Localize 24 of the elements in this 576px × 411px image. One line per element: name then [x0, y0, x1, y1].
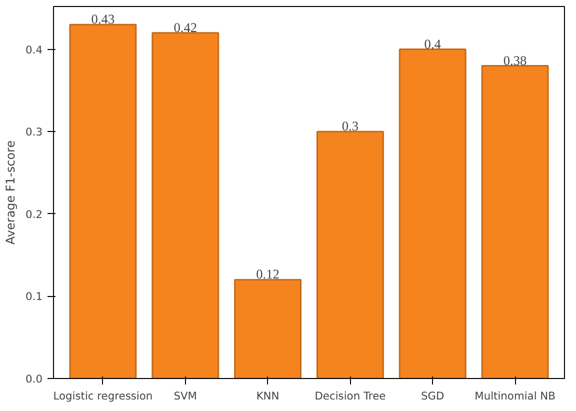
data-label: 0.42 — [174, 20, 198, 35]
x-tick-label: SGD — [421, 390, 444, 402]
x-tick-label: Multinomial NB — [474, 390, 556, 402]
y-tick-label: 0.0 — [26, 372, 43, 386]
data-label: 0.3 — [342, 118, 359, 134]
y-tick-label: 0.2 — [26, 208, 43, 221]
data-label: 0.43 — [91, 12, 115, 27]
data-label: 0.4 — [424, 36, 442, 52]
bar — [316, 130, 384, 378]
y-tick-label: 0.3 — [26, 126, 43, 139]
bar — [398, 48, 466, 378]
y-axis-title: Average F1-score — [4, 140, 18, 245]
x-tick-label: SVM — [174, 390, 197, 402]
bar — [69, 24, 137, 378]
bar — [234, 278, 302, 378]
x-tick-label: Decision Tree — [314, 390, 386, 402]
bar — [152, 32, 220, 378]
x-tick-label: KNN — [256, 390, 280, 402]
data-label: 0.38 — [503, 52, 528, 68]
x-tick-label: Logistic regression — [53, 390, 153, 402]
data-label: 0.12 — [256, 266, 280, 282]
y-tick-label: 0.1 — [26, 290, 43, 304]
bar — [481, 65, 549, 378]
y-tick-label: 0.4 — [26, 43, 43, 56]
